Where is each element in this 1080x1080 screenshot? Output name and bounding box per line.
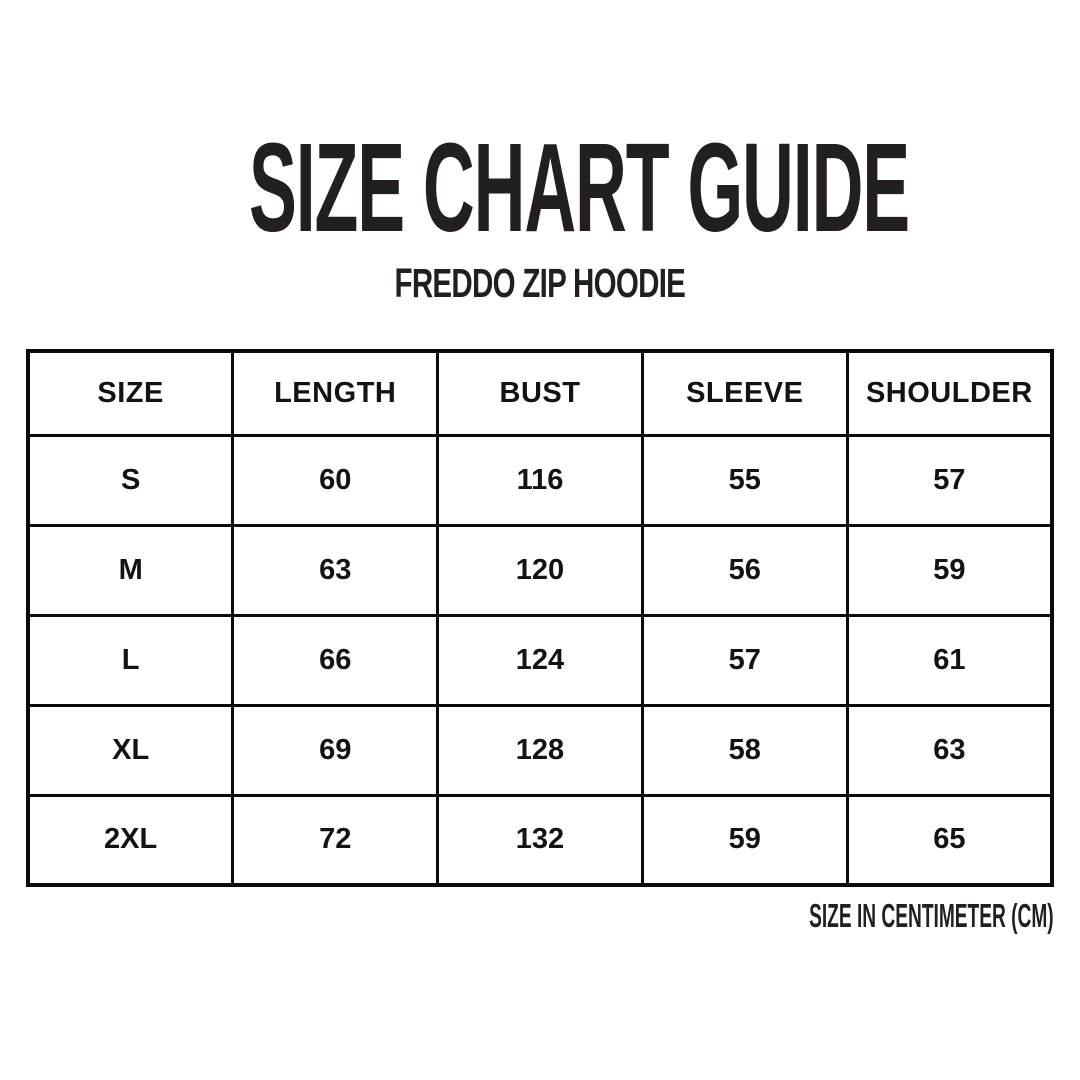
table-row-2xl: 2XL 72 132 59 65 [26,793,1054,887]
column-header-bust: BUST [436,349,644,437]
cell-size-label: M [26,523,235,617]
cell-length-value: 72 [231,793,440,887]
cell-sleeve-value: 58 [640,703,849,797]
cell-sleeve-value: 55 [640,433,849,527]
table-body: S 60 116 55 57 M 63 120 56 59 L 66 124 5… [26,433,1054,887]
cell-bust-value: 132 [436,793,644,887]
cell-bust-value: 128 [436,703,644,797]
cell-shoulder-value: 63 [845,703,1054,797]
cell-size-label: XL [26,703,235,797]
cell-sleeve-value: 57 [640,613,849,707]
column-header-length: LENGTH [231,349,440,437]
cell-bust-value: 120 [436,523,644,617]
column-header-size: SIZE [26,349,235,437]
column-header-sleeve: SLEEVE [640,349,849,437]
cell-shoulder-value: 57 [845,433,1054,527]
cell-size-label: S [26,433,235,527]
cell-length-value: 66 [231,613,440,707]
page-title-row: SIZE CHART GUIDE [0,125,1080,251]
cell-size-label: 2XL [26,793,235,887]
product-name-row: FREDDO ZIP HOODIE [0,263,1080,304]
unit-note: SIZE IN CENTIMETER (CM) [809,897,1054,934]
table-row-l: L 66 124 57 61 [26,613,1054,707]
cell-sleeve-value: 59 [640,793,849,887]
header-row: SIZE LENGTH BUST SLEEVE SHOULDER [26,349,1054,437]
cell-shoulder-value: 61 [845,613,1054,707]
table-row-m: M 63 120 56 59 [26,523,1054,617]
table-header: SIZE LENGTH BUST SLEEVE SHOULDER [26,349,1054,437]
column-header-shoulder: SHOULDER [845,349,1054,437]
table-row-xl: XL 69 128 58 63 [26,703,1054,797]
table-row-s: S 60 116 55 57 [26,433,1054,527]
unit-note-row: SIZE IN CENTIMETER (CM) [632,899,1054,932]
product-name: FREDDO ZIP HOODIE [394,260,686,306]
cell-length-value: 69 [231,703,440,797]
cell-shoulder-value: 59 [845,523,1054,617]
cell-bust-value: 124 [436,613,644,707]
cell-bust-value: 116 [436,433,644,527]
cell-size-label: L [26,613,235,707]
size-chart-table: SIZE LENGTH BUST SLEEVE SHOULDER S 60 11… [26,349,1054,887]
cell-sleeve-value: 56 [640,523,849,617]
cell-shoulder-value: 65 [845,793,1054,887]
page-title: SIZE CHART GUIDE [248,117,910,258]
cell-length-value: 60 [231,433,440,527]
cell-length-value: 63 [231,523,440,617]
